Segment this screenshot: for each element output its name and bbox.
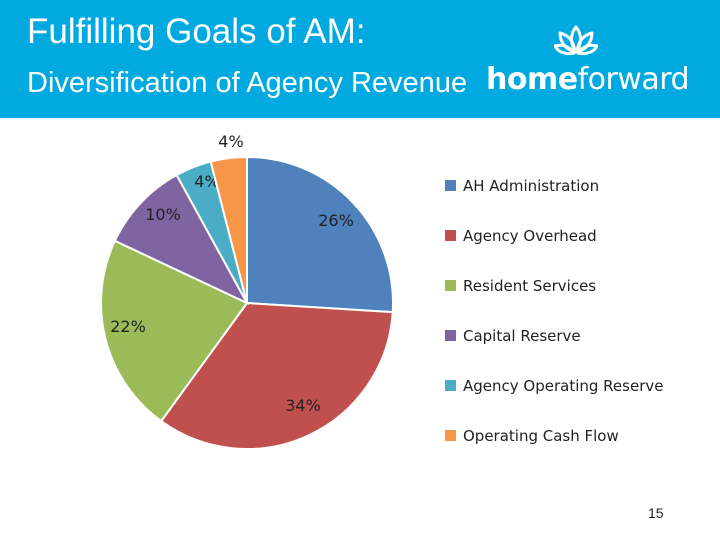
data-label: 22%: [110, 317, 146, 336]
legend-label: Agency Operating Reserve: [463, 377, 663, 395]
data-label: 10%: [145, 205, 181, 224]
legend-swatch: [445, 230, 456, 241]
logo-word-bold: home: [486, 62, 578, 97]
legend-swatch: [445, 280, 456, 291]
data-label: 26%: [318, 211, 354, 230]
slide-title: Fulfilling Goals of AM:: [27, 12, 366, 51]
legend-label: Agency Overhead: [463, 227, 597, 245]
pie-slice-capital-reserve: [113, 173, 250, 306]
legend-swatch: [445, 430, 456, 441]
homeforward-logo: homeforward: [486, 25, 690, 98]
legend-label: Operating Cash Flow: [463, 427, 619, 445]
pie-slice-agency-overhead: [159, 301, 394, 450]
data-label: 4%: [218, 132, 243, 151]
lotus-flower-icon: [554, 25, 598, 56]
pie-slice-operating-cash-flow: [209, 155, 248, 304]
slide-header: Fulfilling Goals of AM: Diversification …: [0, 0, 720, 118]
legend-label: Resident Services: [463, 277, 596, 295]
legend-swatch: [445, 330, 456, 341]
legend-swatch: [445, 180, 456, 191]
logo-word-light: forward: [577, 62, 690, 97]
data-label: 4%: [194, 172, 219, 191]
legend-label: AH Administration: [463, 177, 599, 195]
page-number: 15: [648, 505, 664, 521]
pie-slice-ah-administration: [246, 155, 394, 314]
logo-wordmark: homeforward: [486, 62, 690, 97]
data-label: 34%: [285, 396, 321, 415]
pie-chart: 26% AH Administration 34% Agency Overhead 22…: [100, 132, 663, 450]
slide-subtitle: Diversification of Agency Revenue: [27, 67, 468, 99]
legend-label: Capital Reserve: [463, 327, 581, 345]
legend-swatch: [445, 380, 456, 391]
